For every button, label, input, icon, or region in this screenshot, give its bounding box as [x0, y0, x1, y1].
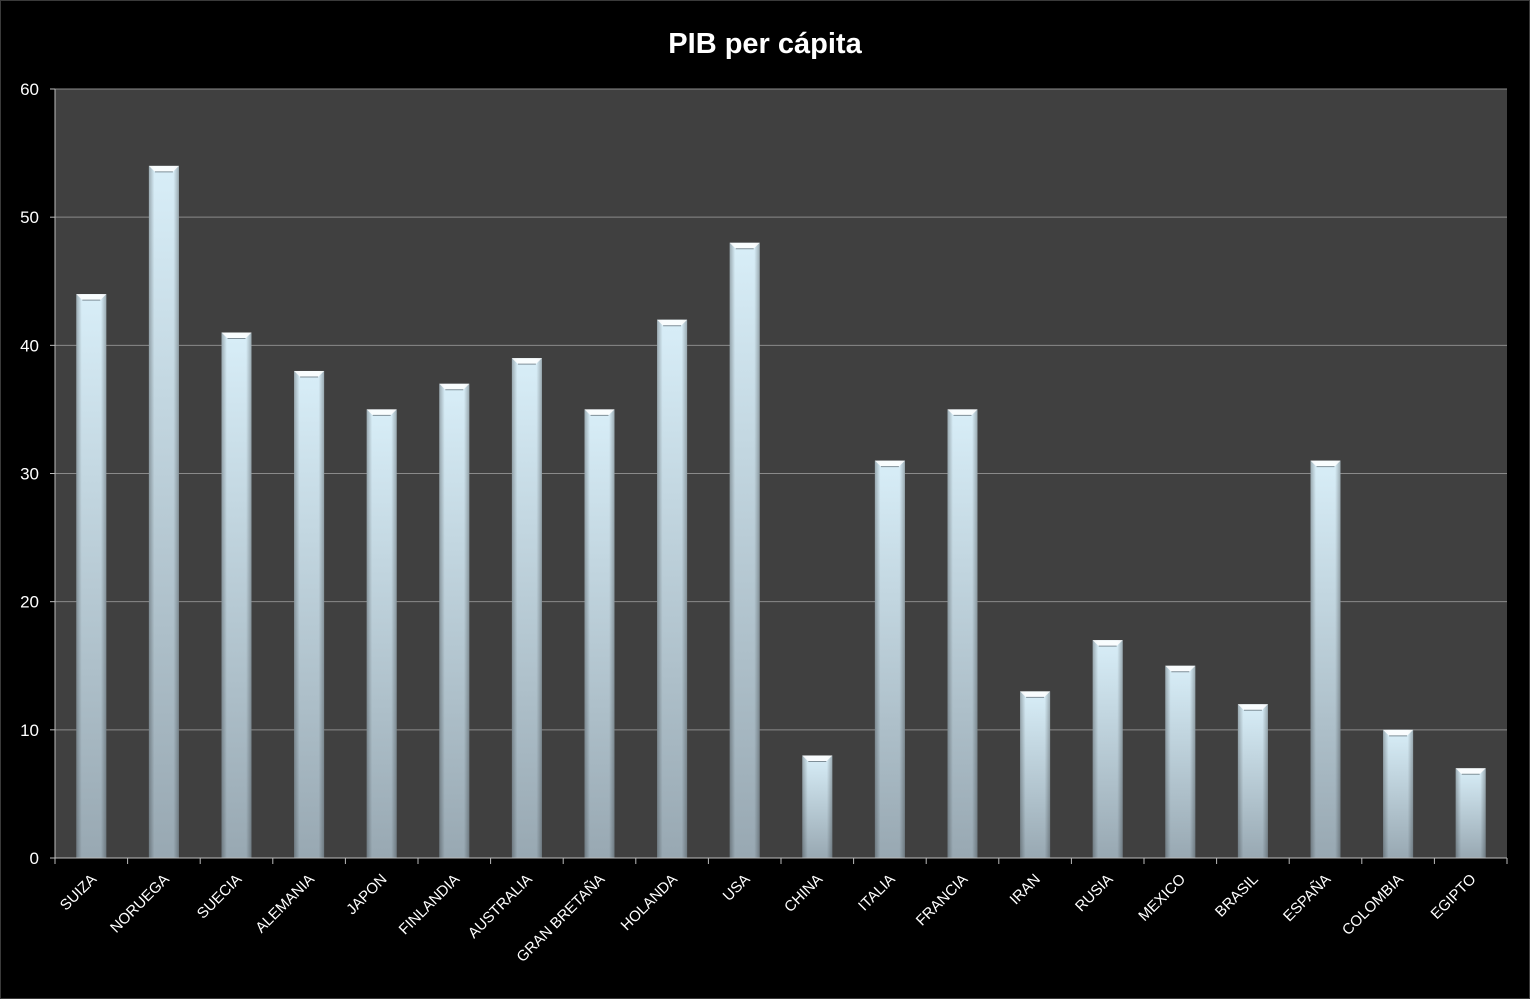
bar-shade [584, 409, 615, 858]
bar-rusia [1092, 640, 1123, 858]
bar-shade [802, 755, 833, 858]
bar-cap [294, 370, 325, 377]
x-axis [54, 857, 1508, 864]
x-tick-label: AUSTRALIA [465, 871, 536, 942]
bar-shade [1455, 768, 1486, 858]
x-tick-label: USA [720, 871, 754, 905]
x-tick-label: ESPAÑA [1280, 871, 1334, 925]
bar-shade [874, 460, 905, 858]
bar-cap [511, 358, 542, 365]
bar-japon [366, 409, 397, 858]
y-tick-label: 20 [20, 593, 39, 612]
y-tick-label: 60 [20, 80, 39, 99]
bar-mexico [1165, 665, 1196, 858]
bar-cap [874, 460, 905, 467]
bar-cap [1455, 768, 1486, 775]
bar-italia [874, 460, 905, 858]
x-tick-label: EGIPTO [1428, 871, 1480, 923]
x-tick-label: FRANCIA [913, 871, 972, 930]
bar-suecia [221, 332, 252, 858]
y-tick-label: 10 [20, 721, 39, 740]
bar-shade [439, 383, 470, 858]
bar-usa [729, 242, 760, 859]
bar-shade [1237, 704, 1268, 858]
bar-cap [947, 409, 978, 416]
bar-shade [729, 242, 760, 859]
bar-australia [511, 358, 542, 858]
bar-noruega [148, 165, 179, 858]
chart-title: PIB per cápita [668, 28, 862, 60]
y-tick-label: 30 [20, 465, 39, 484]
x-tick-label: SUIZA [57, 871, 100, 914]
x-tick-label: CHINA [781, 871, 826, 916]
x-tick-label: FINLANDIA [396, 871, 463, 938]
x-tick-label: MEXICO [1135, 871, 1189, 925]
x-tick-label: HOLANDA [618, 871, 681, 934]
bars [76, 165, 1486, 859]
x-tick-label: ALEMANIA [252, 871, 318, 937]
bar-iran [1020, 691, 1051, 858]
bar-shade [511, 358, 542, 858]
bar-cap [584, 409, 615, 416]
y-tick-label: 0 [30, 849, 39, 868]
bar-cap [148, 165, 179, 172]
bar-shade [1310, 460, 1341, 858]
x-tick-label: COLOMBIA [1339, 871, 1407, 939]
bar-shade [1165, 665, 1196, 858]
bar-francia [947, 409, 978, 858]
bar-china [802, 755, 833, 858]
bar-gran-bretaña [584, 409, 615, 858]
x-tick-label: JAPON [343, 871, 390, 918]
bar-shade [947, 409, 978, 858]
bar-shade [366, 409, 397, 858]
bar-finlandia [439, 383, 470, 858]
x-tick-label: RUSIA [1072, 871, 1116, 915]
x-tick-labels: SUIZA NORUEGA SUECIA ALEMANIA JAPON FINLANDIA… [57, 871, 1480, 966]
bar-cap [221, 332, 252, 339]
bar-brasil [1237, 704, 1268, 858]
bar-shade [148, 165, 179, 858]
bar-cap [729, 242, 760, 249]
bar-cap [1310, 460, 1341, 467]
bar-colombia [1383, 729, 1414, 858]
bar-shade [1020, 691, 1051, 858]
bar-shade [76, 294, 107, 859]
x-tick-label: SUECIA [194, 871, 246, 923]
bar-shade [1092, 640, 1123, 858]
bar-shade [657, 319, 688, 858]
bar-cap [366, 409, 397, 416]
bar-cap [1237, 704, 1268, 711]
bar-egipto [1455, 768, 1486, 858]
bar-cap [657, 319, 688, 326]
bar-cap [1020, 691, 1051, 698]
x-tick-label: NORUEGA [107, 871, 173, 937]
bar-cap [1092, 640, 1123, 647]
bar-cap [802, 755, 833, 762]
bar-españa [1310, 460, 1341, 858]
bar-shade [221, 332, 252, 858]
bar-shade [294, 370, 325, 858]
bar-alemania [294, 370, 325, 858]
bar-cap [439, 383, 470, 390]
x-tick-label: BRASIL [1212, 871, 1262, 921]
bar-shade [1383, 729, 1414, 858]
bar-suiza [76, 294, 107, 859]
y-axis: 0 10 20 30 40 50 60 [20, 80, 56, 868]
bar-cap [76, 294, 107, 301]
y-tick-label: 50 [20, 208, 39, 227]
x-tick-label: ITALIA [855, 871, 899, 915]
x-tick-label: IRAN [1007, 871, 1044, 908]
y-tick-label: 40 [20, 336, 39, 355]
bar-cap [1383, 729, 1414, 736]
bar-cap [1165, 665, 1196, 672]
bar-holanda [657, 319, 688, 858]
